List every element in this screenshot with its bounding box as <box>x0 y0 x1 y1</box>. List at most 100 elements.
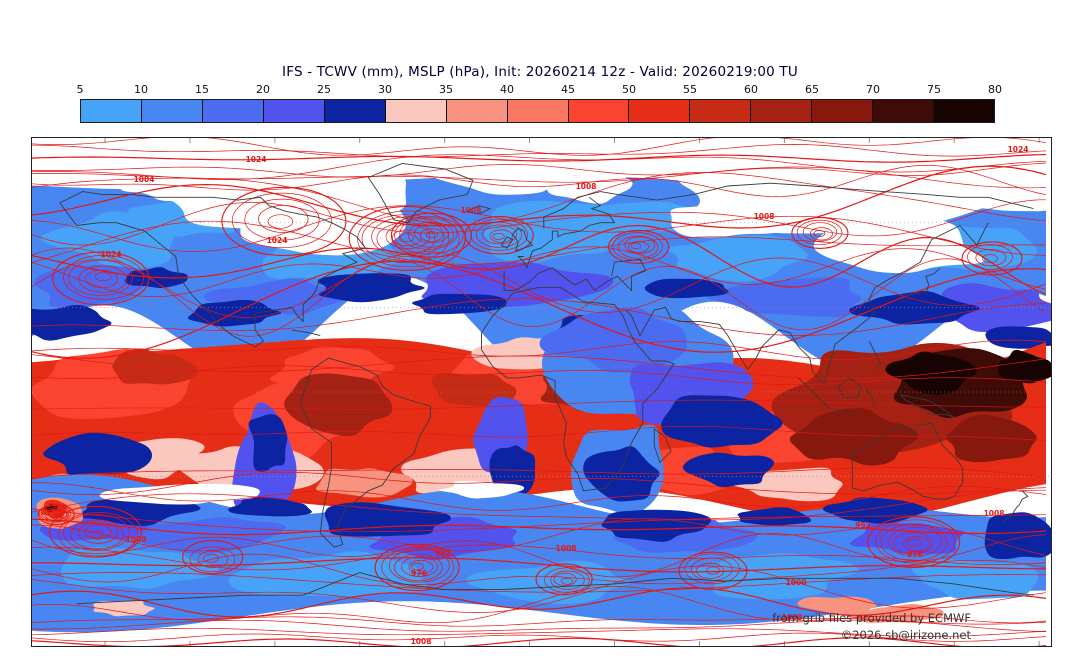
colorbar-cell <box>446 100 508 122</box>
mslp-contour-label: 1008 <box>754 212 775 221</box>
colorbar-tick-label: 60 <box>744 83 758 96</box>
mslp-contour-label: 992 <box>435 549 451 558</box>
coastline <box>829 411 853 416</box>
mslp-contour <box>32 220 1046 265</box>
mslp-contour-low <box>182 540 244 575</box>
coastline <box>367 162 474 224</box>
mslp-contour-low <box>813 230 826 237</box>
mslp-contour <box>32 619 1047 632</box>
mslp-contour-low <box>705 566 721 575</box>
map-graphic <box>737 507 811 526</box>
mslp-contour <box>32 518 1047 536</box>
mslp-contour-low <box>888 526 942 557</box>
mslp-contour <box>32 164 1047 197</box>
mslp-contour <box>32 553 1047 585</box>
mslp-contour-low <box>63 255 144 300</box>
mslp-contour-low <box>411 562 424 571</box>
coastline <box>617 182 1034 210</box>
colorbar-cell <box>263 100 325 122</box>
mslp-contour <box>32 165 1047 229</box>
mslp-contour-low <box>967 244 1013 270</box>
mslp-contour-low <box>628 241 649 253</box>
coastline <box>625 222 989 385</box>
mslp-contour <box>32 586 1047 624</box>
coastline <box>543 191 618 229</box>
mslp-contour-low <box>47 509 63 518</box>
mslp-contour-low <box>464 216 534 255</box>
mslp-contour-low <box>267 214 294 229</box>
mslp-contour-low <box>258 205 309 233</box>
mslp-contour-low <box>37 504 75 526</box>
mslp-contour-low <box>385 224 430 249</box>
mslp-contour-label: 1024 <box>267 236 288 245</box>
map-graphic <box>644 278 729 299</box>
map-graphic <box>112 348 198 385</box>
mslp-contour <box>32 508 1047 533</box>
mslp-contour-low <box>975 248 1007 267</box>
mslp-contour-low <box>617 235 659 259</box>
mslp-contour-low <box>203 553 219 563</box>
map-graphic <box>128 517 286 554</box>
mslp-contour-label: 976 <box>907 550 923 559</box>
mslp-contour-low <box>608 229 670 264</box>
map-graphic <box>813 215 985 274</box>
colorbar-cell <box>141 100 203 122</box>
mslp-contour-low <box>492 232 505 240</box>
map-graphic <box>74 498 201 527</box>
colorbar-tick-label: 30 <box>377 83 392 96</box>
mslp-contour <box>32 632 1047 643</box>
colorbar-cell <box>629 100 691 122</box>
mslp-contour <box>32 466 1047 478</box>
map-graphic <box>945 178 1051 212</box>
map-graphic <box>32 305 112 341</box>
coastline <box>467 205 492 215</box>
mslp-contour-low <box>48 505 143 558</box>
colorbar-tick-label: 50 <box>622 83 636 96</box>
coastline <box>1002 490 1029 523</box>
mslp-contour-label: 1024 <box>101 250 122 259</box>
mslp-contour-low <box>892 532 934 555</box>
map-graphic <box>99 483 260 505</box>
mslp-contour <box>32 399 1046 410</box>
colorbar: 5 10 15 20 25 30 35 40 45 50 55 60 65 70 75 80 <box>76 83 1002 123</box>
colorbar-cell <box>324 100 386 122</box>
mslp-contour-low <box>394 553 443 582</box>
mslp-contour-label: 1008 <box>556 544 577 553</box>
colorbar-tick-label: 5 <box>76 83 84 96</box>
colorbar-cell <box>934 100 995 122</box>
mslp-contour-label: 1024 <box>1008 145 1029 154</box>
map-graphic <box>850 603 944 623</box>
mslp-contour <box>32 616 1047 627</box>
mslp-contour-low <box>40 505 69 521</box>
map-graphic <box>489 445 536 496</box>
mslp-contour-low <box>678 551 748 591</box>
mslp-contour <box>32 205 1047 256</box>
colorbar-cell <box>568 100 630 122</box>
mslp-contour-low <box>374 543 460 592</box>
colorbar-cell <box>507 100 569 122</box>
mslp-contour-low <box>696 563 725 579</box>
mslp-contour-low <box>476 221 523 248</box>
map-graphic <box>284 373 393 436</box>
map-graphic <box>661 395 783 448</box>
colorbar-cell <box>385 100 447 122</box>
mslp-contour-low <box>381 547 455 588</box>
mslp-contour <box>32 426 1047 441</box>
coastline <box>868 341 882 370</box>
map-graphic <box>539 306 687 373</box>
mslp-contour-low <box>961 241 1023 276</box>
mslp-contour <box>32 258 1047 337</box>
map-graphic <box>682 452 775 488</box>
map-graphic <box>120 165 232 202</box>
map-graphic <box>885 351 977 395</box>
colorbar-cell <box>202 100 264 122</box>
mslp-contour-low <box>52 251 150 306</box>
colorbar-tick-label: 40 <box>500 83 514 96</box>
colorbar-tick-label: 70 <box>866 83 880 96</box>
mslp-contour <box>32 471 1047 495</box>
colorbar-tick-label: 65 <box>805 83 819 96</box>
map-graphic <box>789 408 918 466</box>
map-graphic <box>984 512 1051 560</box>
mslp-contour-label: 1000 <box>126 535 147 544</box>
